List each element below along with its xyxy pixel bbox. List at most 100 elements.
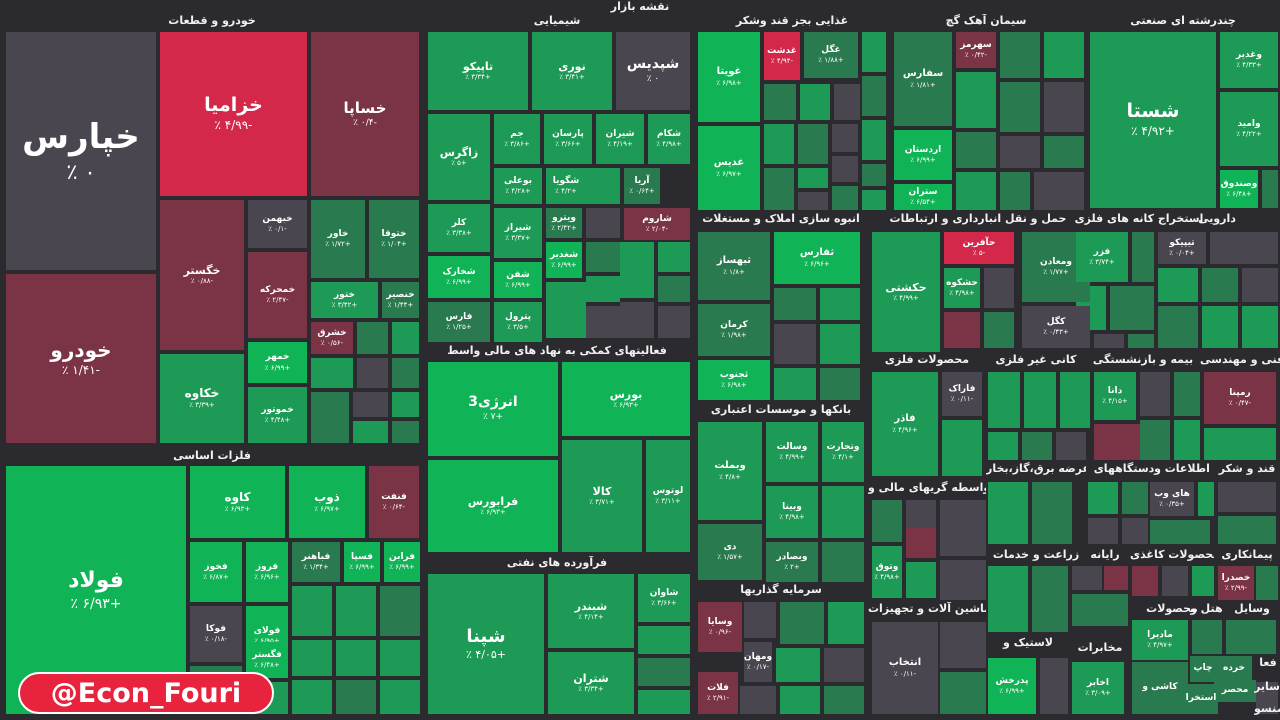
treemap-tile-small[interactable]: [1140, 420, 1170, 460]
treemap-tile-small[interactable]: [798, 168, 828, 188]
treemap-tile[interactable]: فزر ٪ ۳/۷۴+: [1076, 232, 1128, 282]
treemap-tile-small[interactable]: [311, 392, 349, 443]
treemap-tile-small[interactable]: [1174, 420, 1200, 460]
treemap-tile-small[interactable]: [380, 680, 420, 714]
treemap-tile-small[interactable]: [1158, 306, 1198, 348]
treemap-tile-small[interactable]: [940, 500, 986, 556]
treemap-tile-small[interactable]: [586, 168, 620, 204]
treemap-tile-small[interactable]: [1088, 482, 1118, 514]
treemap-tile-small[interactable]: [336, 640, 376, 676]
treemap-tile[interactable]: وبینا ٪ ۴/۹۸+: [766, 486, 818, 538]
treemap-tile-small[interactable]: [956, 172, 996, 210]
treemap-tile-small[interactable]: [292, 640, 332, 676]
treemap-tile-small[interactable]: [1140, 372, 1170, 416]
treemap-tile-small[interactable]: [1256, 566, 1278, 600]
treemap-tile-small[interactable]: [940, 560, 986, 600]
treemap-tile-small[interactable]: [940, 672, 986, 714]
treemap-tile-small[interactable]: [1132, 566, 1158, 596]
treemap-tile-small[interactable]: [1094, 424, 1140, 460]
treemap-tile-small[interactable]: [380, 640, 420, 676]
treemap-tile-small[interactable]: [862, 120, 886, 160]
treemap-tile-small[interactable]: [956, 132, 996, 168]
treemap-tile[interactable]: شپدیس ٪ ۰: [616, 32, 690, 110]
treemap-tile[interactable]: سفارس ٪ ۱/۸۱+: [894, 32, 952, 126]
treemap-tile-small[interactable]: [906, 528, 936, 558]
treemap-tile-small[interactable]: [1218, 516, 1276, 544]
treemap-tile[interactable]: فگستر ٪ ۶/۴۸+: [246, 642, 288, 678]
treemap-tile-small[interactable]: [940, 622, 986, 668]
treemap-tile[interactable]: ثجنوب ٪ ۶/۹۸+: [698, 360, 770, 400]
treemap-tile-small[interactable]: [862, 190, 886, 210]
treemap-tile[interactable]: های وب ٪ ۰/۳۵+: [1150, 482, 1194, 516]
treemap-tile-small[interactable]: [336, 586, 376, 636]
treemap-tile-small[interactable]: [1158, 268, 1198, 302]
treemap-tile-small[interactable]: [392, 392, 419, 417]
treemap-tile[interactable]: خصدرا ٪ ۲/۹۹-: [1218, 566, 1254, 600]
treemap-tile[interactable]: نوری ٪ ۳/۴۱+: [532, 32, 612, 110]
treemap-tile[interactable]: سهرمز ٪ ۰/۴۲-: [956, 32, 996, 68]
treemap-tile-small[interactable]: [392, 322, 419, 354]
treemap-tile-small[interactable]: [1162, 566, 1188, 596]
treemap-tile[interactable]: شغدیر ٪ ۶/۹۹+: [546, 242, 582, 278]
treemap-tile[interactable]: شیران ٪ ۴/۱۹+: [596, 114, 644, 164]
treemap-tile[interactable]: خودرو ٪ ۱/۴۱-: [6, 274, 156, 443]
treemap-tile-small[interactable]: [620, 302, 654, 338]
treemap-tile[interactable]: شاروم ٪ ۲/۰۴-: [624, 208, 690, 240]
treemap-tile-small[interactable]: [586, 276, 620, 302]
treemap-tile[interactable]: شکام ٪ ۴/۹۸+: [648, 114, 690, 164]
treemap-tile[interactable]: کاشی و: [1132, 662, 1188, 714]
treemap-tile[interactable]: وبصادر ٪ ۲+: [766, 542, 818, 582]
treemap-tile-small[interactable]: [942, 420, 982, 476]
treemap-tile-small[interactable]: [1174, 372, 1200, 416]
treemap-tile[interactable]: بورس ٪ ۶/۹۳+: [562, 362, 690, 436]
treemap-tile[interactable]: شبندر ٪ ۴/۱۴+: [548, 574, 634, 648]
treemap-tile[interactable]: وسایا ٪ ۰/۹۶-: [698, 602, 742, 652]
treemap-tile[interactable]: وصندوق ٪ ۶/۴۸+: [1220, 170, 1258, 208]
treemap-tile[interactable]: وتوق ٪ ۴/۹۸+: [872, 546, 902, 598]
treemap-tile[interactable]: شستا ٪ ۴/۹۲+: [1090, 32, 1216, 208]
treemap-tile-small[interactable]: [1022, 432, 1052, 460]
treemap-tile-small[interactable]: [774, 368, 816, 400]
treemap-tile[interactable]: پدرخش ٪ ۶/۹۹+: [988, 658, 1036, 714]
treemap-tile[interactable]: ثفارس ٪ ۶/۹۶+: [774, 232, 860, 284]
treemap-tile-small[interactable]: [1110, 286, 1154, 330]
treemap-tile-small[interactable]: [774, 324, 816, 364]
treemap-tile[interactable]: شخارک ٪ ۶/۹۹+: [428, 256, 490, 298]
treemap-tile-small[interactable]: [1242, 268, 1278, 302]
treemap-tile[interactable]: فخوز ٪ ۶/۸۷+: [190, 542, 242, 602]
treemap-tile[interactable]: ختور ٪ ۳/۴۲+: [311, 282, 378, 318]
treemap-tile-small[interactable]: [956, 72, 996, 128]
treemap-tile-small[interactable]: [820, 324, 860, 364]
treemap-tile-small[interactable]: [800, 84, 830, 120]
treemap-tile-small[interactable]: [1192, 620, 1222, 654]
treemap-tile[interactable]: انرژی3 ٪ ۷+: [428, 362, 558, 456]
treemap-tile[interactable]: حآفرین ٪ ۵-: [944, 232, 1014, 264]
treemap-tile[interactable]: خموتور ٪ ۴/۴۸+: [248, 387, 307, 443]
treemap-tile[interactable]: فاذر ٪ ۴/۹۶+: [872, 372, 938, 476]
treemap-tile[interactable]: وغدیر ٪ ۴/۳۳+: [1220, 32, 1278, 88]
treemap-tile-small[interactable]: [780, 602, 824, 644]
treemap-tile-small[interactable]: [988, 372, 1020, 428]
treemap-tile[interactable]: اخابر ٪ ۳/۰۹+: [1072, 662, 1124, 714]
treemap-tile[interactable]: دانا ٪ ۴/۱۵+: [1094, 372, 1136, 420]
treemap-tile[interactable]: تیپیکو ٪ ۰/۰۴+: [1158, 232, 1206, 264]
treemap-tile[interactable]: کرمان ٪ ۱/۹۸+: [698, 304, 770, 356]
treemap-tile[interactable]: ختوقا ٪ ۱/۰۴+: [369, 200, 419, 278]
treemap-tile-small[interactable]: [988, 566, 1028, 632]
treemap-tile-small[interactable]: [1034, 172, 1084, 210]
treemap-tile[interactable]: فاراک ٪ ۰/۱۱-: [942, 372, 982, 416]
treemap-tile-small[interactable]: [1000, 172, 1030, 210]
treemap-tile-small[interactable]: [1040, 658, 1068, 714]
treemap-tile-small[interactable]: [780, 686, 820, 714]
treemap-tile[interactable]: فرابن ٪ ۶/۹۹+: [384, 542, 420, 582]
treemap-tile-small[interactable]: [984, 268, 1014, 308]
treemap-tile-small[interactable]: [546, 282, 586, 338]
treemap-tile[interactable]: کاوه ٪ ۶/۹۳+: [190, 466, 285, 538]
treemap-tile-small[interactable]: [1192, 566, 1214, 596]
treemap-tile[interactable]: مادیرا ٪ ۴/۹۷+: [1132, 620, 1188, 660]
treemap-tile-small[interactable]: [353, 392, 388, 417]
treemap-tile[interactable]: خشرق ٪ ۰/۵۶-: [311, 322, 353, 354]
treemap-tile-small[interactable]: [798, 192, 828, 210]
treemap-tile-small[interactable]: [620, 242, 654, 298]
treemap-tile[interactable]: فلات ٪ ۲/۹۱-: [698, 672, 738, 714]
